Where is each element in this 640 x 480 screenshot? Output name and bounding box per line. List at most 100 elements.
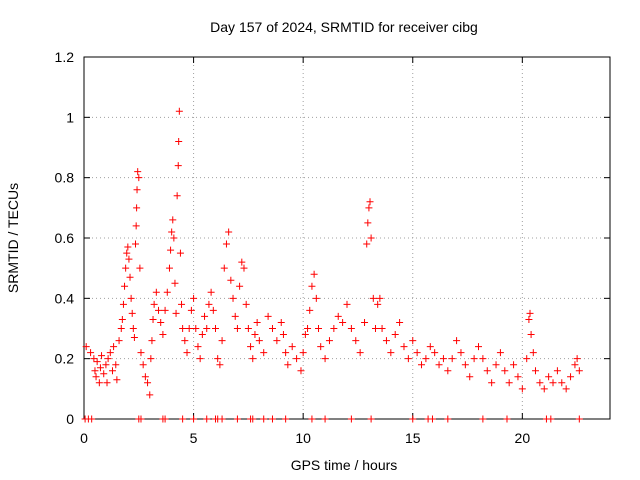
data-point (382, 337, 390, 345)
data-point (279, 331, 287, 339)
data-point (240, 264, 248, 272)
data-point (325, 337, 333, 345)
data-point (194, 343, 202, 351)
data-point (371, 325, 379, 332)
data-point (571, 361, 579, 369)
data-point (98, 352, 106, 360)
data-point (496, 349, 504, 357)
data-point (127, 294, 135, 302)
data-point (510, 361, 518, 369)
data-point (155, 306, 163, 314)
data-point (549, 379, 557, 387)
x-tick-label: 0 (80, 430, 88, 446)
data-point (139, 361, 147, 369)
data-point (146, 391, 154, 399)
data-point (288, 343, 296, 351)
data-point (157, 318, 165, 326)
grid-lines (84, 57, 610, 419)
zero-value-point (137, 415, 145, 423)
data-point (378, 325, 386, 332)
data-point (115, 337, 123, 345)
data-point (284, 361, 292, 369)
data-point (149, 315, 157, 323)
zero-value-point (268, 415, 276, 423)
zero-value-point (409, 415, 417, 423)
data-point (133, 204, 141, 212)
data-point (396, 318, 404, 326)
data-point (126, 273, 134, 281)
data-point (249, 355, 257, 363)
y-tick-label: 0 (66, 411, 74, 427)
data-point (103, 379, 111, 387)
data-point (365, 204, 373, 212)
zero-value-point (479, 415, 487, 423)
data-point (82, 343, 90, 351)
data-point (529, 349, 537, 357)
data-point (363, 240, 371, 248)
y-tick-label: 0.4 (55, 290, 75, 306)
data-point (527, 331, 535, 339)
y-tick-label: 0.6 (55, 230, 75, 246)
data-point (404, 355, 412, 363)
data-point (253, 318, 261, 326)
data-point (526, 309, 534, 317)
data-point (255, 337, 263, 345)
data-point (242, 300, 250, 308)
data-point (488, 379, 496, 387)
data-point (573, 355, 581, 363)
data-point (165, 264, 173, 272)
data-point (304, 325, 312, 332)
data-point (91, 367, 99, 375)
data-point (216, 361, 224, 369)
data-point (110, 343, 118, 351)
data-point (330, 325, 338, 332)
zero-value-point (308, 415, 316, 423)
data-point (422, 355, 430, 363)
data-point (343, 300, 351, 308)
data-point (112, 361, 120, 369)
data-point (356, 349, 364, 357)
data-point (387, 349, 395, 357)
data-point (439, 355, 447, 363)
data-point (366, 198, 374, 206)
data-point (364, 219, 372, 227)
data-point (190, 294, 198, 302)
data-point (181, 337, 189, 345)
data-point (483, 367, 491, 375)
data-point (525, 315, 533, 323)
data-point (172, 309, 180, 317)
data-point (310, 270, 318, 278)
data-point (93, 358, 101, 366)
zero-value-point (503, 415, 511, 423)
data-point (435, 361, 443, 369)
zero-value-point (367, 415, 375, 423)
data-point (251, 331, 259, 339)
data-point (176, 249, 184, 257)
data-point (413, 349, 421, 357)
data-point (159, 331, 167, 339)
data-point (95, 379, 103, 387)
data-point (376, 294, 384, 302)
data-point (178, 300, 186, 308)
data-point (214, 355, 222, 363)
data-point (187, 306, 195, 314)
data-point (536, 379, 544, 387)
y-tick-label: 1.2 (55, 49, 75, 65)
data-point (218, 337, 226, 345)
y-tick-label: 0.8 (55, 170, 75, 186)
data-point (130, 334, 138, 342)
data-point (369, 294, 377, 302)
data-point (175, 137, 183, 145)
y-tick-label: 0.2 (55, 351, 75, 367)
data-point (169, 216, 177, 224)
data-point (268, 325, 276, 332)
data-point (293, 355, 301, 363)
data-point (129, 325, 137, 332)
data-point (470, 355, 478, 363)
data-point (148, 337, 156, 345)
data-point (492, 361, 500, 369)
data-points (81, 107, 583, 423)
data-point (225, 228, 233, 236)
data-point (321, 355, 329, 363)
data-point (134, 168, 142, 176)
